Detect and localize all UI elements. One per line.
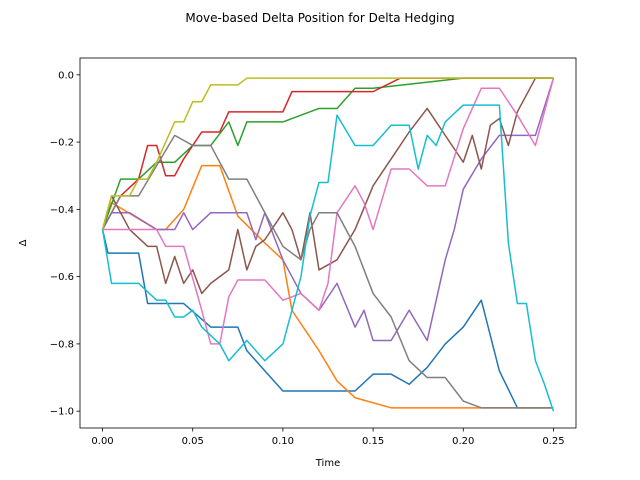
plot-frame	[79, 57, 577, 429]
y-tick-label: −1.0	[50, 407, 74, 418]
x-tick-label: 0.00	[91, 436, 113, 447]
x-axis-label: Time	[315, 458, 340, 469]
y-tick-label: 0.0	[58, 70, 74, 81]
y-axis-label: Δ	[18, 239, 29, 246]
series-line-9	[101, 77, 554, 230]
y-tick-label: −0.8	[50, 339, 74, 350]
x-tick-label: 0.10	[272, 436, 294, 447]
x-tick-label: 0.05	[182, 436, 204, 447]
series-layer	[101, 77, 555, 412]
series-line-3	[101, 77, 554, 230]
series-line-8	[101, 134, 554, 409]
series-line-4	[101, 77, 554, 230]
series-line-10	[101, 104, 555, 412]
y-tick-label: −0.2	[50, 138, 74, 149]
series-line-1	[101, 229, 554, 409]
x-tick-label: 0.15	[362, 436, 384, 447]
series-line-6	[101, 77, 554, 295]
y-axis-ticks: 0.0 −0.2 −0.4 −0.6 −0.8 −1.0	[50, 70, 80, 418]
x-tick-label: 0.20	[452, 436, 474, 447]
x-tick-label: 0.25	[542, 436, 564, 447]
series-line-5	[101, 77, 555, 342]
x-axis-ticks: 0.00 0.05 0.10 0.15 0.20 0.25	[91, 428, 565, 447]
y-tick-label: −0.4	[50, 205, 74, 216]
series-line-2	[101, 164, 554, 409]
y-tick-label: −0.6	[50, 272, 74, 283]
chart-title: Move-based Delta Position for Delta Hedg…	[185, 11, 454, 25]
series-line-7	[102, 77, 555, 345]
